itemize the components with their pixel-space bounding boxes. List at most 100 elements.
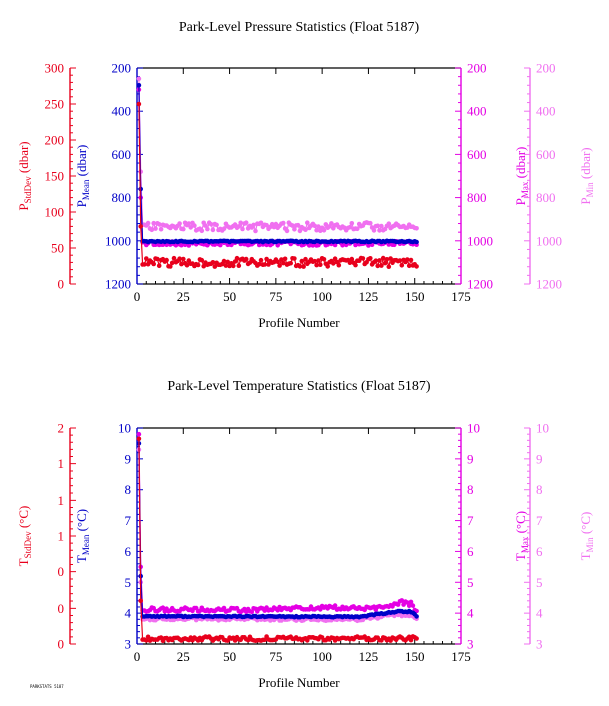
std-data-point <box>136 101 142 107</box>
x-tick-label: 100 <box>312 289 332 304</box>
min-data-point <box>158 226 164 232</box>
max-data-point <box>160 605 166 610</box>
std-data-point <box>406 263 412 269</box>
min-data-point <box>251 222 256 228</box>
std-data-point <box>275 259 281 265</box>
max-series-line <box>138 434 417 613</box>
x-tick-label: 25 <box>177 649 190 664</box>
min-tick-label: 4 <box>536 606 543 621</box>
std-data-point <box>210 260 216 265</box>
std-data-point <box>325 264 331 269</box>
min-data-point <box>386 221 392 226</box>
mean-axis-label: TMean (°C) <box>74 509 91 563</box>
max-data-point <box>310 243 316 248</box>
min-data-point <box>238 220 243 226</box>
std-data-point <box>405 257 410 262</box>
x-tick-label: 175 <box>451 289 471 304</box>
min-data-point <box>264 222 269 228</box>
min-data-point <box>203 223 208 228</box>
std-data-point <box>336 262 342 268</box>
std-data-point <box>299 258 305 264</box>
std-data-point <box>347 260 353 266</box>
min-data-point <box>321 228 327 233</box>
x-tick-label: 150 <box>405 289 425 304</box>
std-data-point <box>212 264 218 269</box>
std-data-point <box>382 260 388 266</box>
min-data-point <box>329 221 334 226</box>
min-data-point <box>316 224 321 229</box>
std-data-point <box>331 261 336 266</box>
std-data-point <box>301 264 306 269</box>
min-tick-label: 8 <box>536 482 543 497</box>
min-axis-label: TMin (°C) <box>578 512 595 561</box>
mean-tick-label: 3 <box>125 637 132 652</box>
std-data-point <box>225 259 230 265</box>
temperature-chart: Park-Level Temperature Statistics (Float… <box>16 379 595 690</box>
std-data-point <box>375 263 381 269</box>
std-series <box>136 101 419 270</box>
min-data-point <box>297 228 303 234</box>
max-axis-label: PMax (dbar) <box>513 147 530 206</box>
std-data-point <box>168 264 173 269</box>
min-data-point <box>375 223 381 229</box>
max-tick-label: 7 <box>467 513 474 528</box>
std-tick-label: 150 <box>45 169 65 184</box>
std-tick-label: 1 <box>58 493 65 508</box>
x-tick-label: 150 <box>405 649 425 664</box>
min-data-point <box>205 226 210 232</box>
std-tick-label: 2 <box>58 421 65 436</box>
min-data-point <box>186 221 192 226</box>
min-data-point <box>303 227 308 232</box>
std-data-point <box>316 258 321 263</box>
std-axis-label: PStdDev (dbar) <box>16 141 33 210</box>
std-data-point <box>138 224 143 229</box>
std-data-point <box>312 258 318 264</box>
std-tick-label: 250 <box>45 97 65 112</box>
min-data-point <box>312 223 318 229</box>
std-data-point <box>288 260 294 266</box>
max-data-point <box>353 242 358 248</box>
max-tick-label: 600 <box>467 147 487 162</box>
max-tick-label: 1200 <box>467 277 493 292</box>
mean-axis-label: PMean (dbar) <box>74 145 91 208</box>
min-data-point <box>145 220 151 226</box>
min-data-point <box>177 221 182 226</box>
std-data-point <box>164 257 169 263</box>
min-data-point <box>236 224 242 229</box>
min-tick-label: 6 <box>536 544 543 559</box>
min-data-point <box>151 220 156 226</box>
std-data-point <box>258 257 264 263</box>
std-tick-label: 200 <box>45 133 65 148</box>
std-data-point <box>236 263 242 269</box>
max-data-point <box>318 607 323 612</box>
std-data-point <box>234 255 240 261</box>
std-data-point <box>292 256 297 261</box>
std-data-point <box>380 255 386 261</box>
std-data-point <box>262 262 268 267</box>
std-data-point <box>144 638 149 643</box>
min-data-point <box>188 225 193 230</box>
max-data-point <box>332 603 338 608</box>
std-data-point <box>386 264 392 270</box>
max-tick-label: 4 <box>467 606 474 621</box>
min-axis-label: PMin (dbar) <box>578 147 595 204</box>
x-axis-label: Profile Number <box>258 315 340 330</box>
std-data-point <box>266 262 271 267</box>
std-data-point <box>384 257 390 262</box>
min-data-point <box>349 221 355 226</box>
max-data-point <box>186 243 192 248</box>
mean-tick-label: 6 <box>125 544 132 559</box>
std-data-point <box>397 258 403 263</box>
min-tick-label: 9 <box>536 451 543 466</box>
std-axis-label: TStdDev (°C) <box>16 506 33 567</box>
min-tick-label: 1000 <box>536 233 562 248</box>
max-tick-label: 800 <box>467 190 487 205</box>
mean-data-point <box>136 83 142 88</box>
std-tick-label: 0 <box>58 601 65 616</box>
min-tick-label: 400 <box>536 104 556 119</box>
std-data-point <box>353 262 358 268</box>
min-series <box>136 76 419 234</box>
min-tick-label: 5 <box>536 575 543 590</box>
std-tick-label: 1 <box>58 456 65 471</box>
min-data-point <box>149 227 155 233</box>
